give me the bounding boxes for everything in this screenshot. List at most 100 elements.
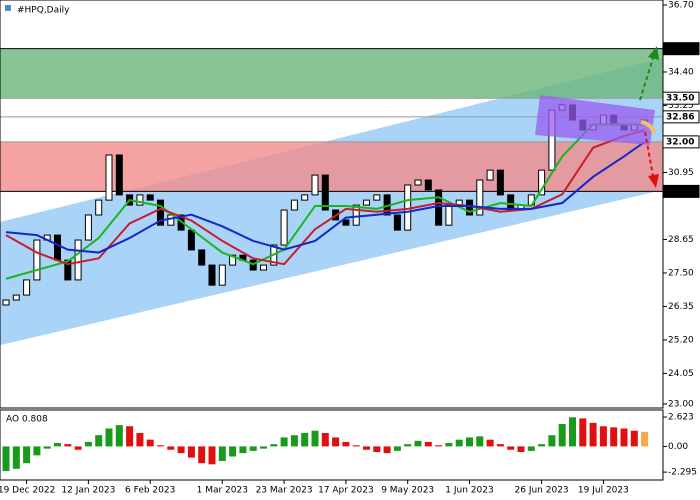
ao-bar xyxy=(527,446,535,451)
y-tick-label: 26.35 xyxy=(668,302,694,312)
candle xyxy=(486,169,494,181)
moving-average xyxy=(5,123,645,280)
candle xyxy=(157,199,164,226)
ao-bar xyxy=(12,446,20,469)
ao-bar xyxy=(486,439,494,447)
y-tick-label: 23.00 xyxy=(668,400,694,410)
ao-bar xyxy=(548,435,556,447)
price-frame xyxy=(0,0,664,409)
candle xyxy=(373,194,381,201)
candle xyxy=(115,154,123,196)
candle xyxy=(33,239,41,281)
ao-bar xyxy=(538,444,546,447)
y-tick-label: 33.25 xyxy=(668,101,694,111)
ao-bar xyxy=(610,427,618,447)
ao-bar xyxy=(239,446,247,454)
ao-bar xyxy=(54,443,61,447)
ao-bar xyxy=(2,446,10,472)
candle xyxy=(105,154,113,201)
candle xyxy=(321,174,329,211)
y-tick-label: 34.40 xyxy=(668,67,694,77)
ao-bar xyxy=(270,444,278,447)
ao-bar xyxy=(290,435,298,447)
ao-bar xyxy=(404,444,412,447)
flag-pattern xyxy=(535,95,655,145)
candle xyxy=(445,204,453,226)
ao-bar xyxy=(321,432,329,447)
candle xyxy=(95,199,103,216)
ao-bar xyxy=(229,446,237,457)
ao-bar xyxy=(414,440,422,447)
candle xyxy=(218,264,226,286)
ao-bar xyxy=(630,430,638,447)
candle xyxy=(23,279,31,296)
x-tick-label: 9 May 2023 xyxy=(381,486,434,496)
ao-bar xyxy=(476,436,484,447)
candle xyxy=(84,214,92,241)
up-arrow-head xyxy=(648,46,659,60)
ao-bar xyxy=(260,446,267,449)
symbol-icon xyxy=(5,5,11,11)
candle xyxy=(466,199,473,216)
ao-bar xyxy=(455,439,463,447)
x-tick-label: 19 Jul 2023 xyxy=(578,486,629,496)
ao-bar xyxy=(146,439,154,447)
ao-bar xyxy=(33,446,41,456)
down-arrow-head xyxy=(648,174,659,188)
symbol-title: #HPQ,Daily xyxy=(17,6,70,16)
ao-bar xyxy=(507,446,515,450)
ao-bar xyxy=(599,426,607,447)
ao-bar xyxy=(301,432,309,447)
zone xyxy=(0,141,663,192)
candle xyxy=(290,199,298,211)
ao-bar xyxy=(187,446,195,458)
ao-bar xyxy=(620,428,628,447)
ao-bar xyxy=(342,441,350,447)
candle xyxy=(363,199,370,206)
ao-bar xyxy=(558,424,566,447)
x-tick-label: 26 Jun 2023 xyxy=(515,486,569,496)
ao-bar xyxy=(383,446,391,454)
ao-bar xyxy=(569,417,576,447)
x-tick-label: 19 Dec 2022 xyxy=(0,486,55,496)
x-tick-label: 1 Jun 2023 xyxy=(445,486,493,496)
candle xyxy=(260,264,267,271)
ao-bar xyxy=(393,446,401,451)
ao-bar xyxy=(167,446,175,450)
y-tick-label: 28.65 xyxy=(668,235,694,245)
ao-bar xyxy=(74,446,82,450)
ao-bar xyxy=(198,446,206,464)
ao-bar xyxy=(64,444,72,447)
price-label: 35.20 xyxy=(666,44,694,54)
ao-bar xyxy=(496,444,504,447)
candle xyxy=(54,234,61,261)
candle xyxy=(136,194,144,206)
ao-bar xyxy=(352,445,360,447)
candle xyxy=(229,254,237,266)
ao-bar xyxy=(23,446,31,464)
candle xyxy=(208,264,216,286)
y-tick-label: 25.20 xyxy=(668,335,694,345)
pivot-arrow xyxy=(640,120,656,135)
ao-bar xyxy=(157,445,164,447)
ao-bar xyxy=(373,446,381,452)
ao-bar xyxy=(589,422,597,447)
ao-title: AO 0.808 xyxy=(6,415,48,425)
candle xyxy=(476,179,484,216)
moving-average xyxy=(5,129,645,266)
ao-bar xyxy=(517,446,525,452)
candle xyxy=(435,189,443,226)
ao-bar xyxy=(249,446,257,451)
candle xyxy=(311,174,319,196)
ao-bar xyxy=(115,425,123,447)
up-arrow xyxy=(639,57,654,101)
ao-bar xyxy=(126,426,134,447)
candle xyxy=(342,219,350,226)
ao-bar xyxy=(363,446,370,450)
price-label: 32.00 xyxy=(666,137,694,147)
x-tick-label: 12 Jan 2023 xyxy=(61,486,115,496)
price-panel xyxy=(0,48,663,346)
candle xyxy=(414,179,422,186)
ao-bar xyxy=(84,441,92,447)
y-tick-label: 24.05 xyxy=(668,369,694,379)
